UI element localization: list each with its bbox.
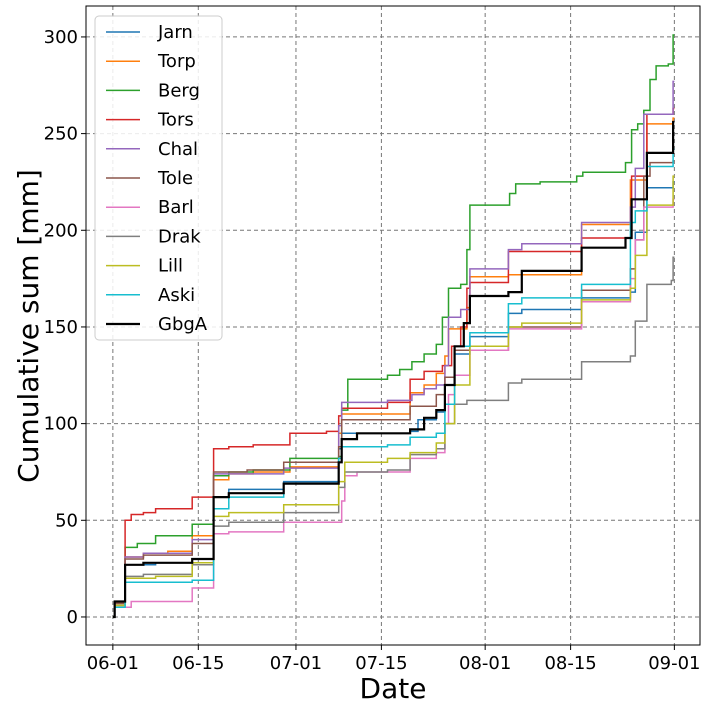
x-tick-label: 08-15 xyxy=(544,653,596,674)
x-tick-label: 07-01 xyxy=(270,653,322,674)
grid xyxy=(86,6,700,645)
series-line-lill xyxy=(112,175,675,618)
legend-label: Tole xyxy=(157,168,193,189)
legend-label: Tors xyxy=(157,110,194,131)
series-line-tors xyxy=(112,107,675,618)
legend-label: Lill xyxy=(158,256,183,277)
x-axis-ticks: 06-01 06-15 07-01 07-15 08-01 08-15 09-01 xyxy=(87,645,701,674)
legend-label: Chal xyxy=(158,139,198,160)
x-tick-label: 07-15 xyxy=(355,653,407,674)
y-tick-label: 100 xyxy=(44,414,78,435)
x-tick-label: 08-01 xyxy=(459,653,511,674)
series-line-aski xyxy=(112,148,675,618)
legend-label: Torp xyxy=(157,51,196,72)
legend-label: Drak xyxy=(158,226,201,247)
x-tick-label: 06-15 xyxy=(172,653,224,674)
series-line-gbga xyxy=(112,120,675,619)
x-tick-label: 09-01 xyxy=(648,653,700,674)
legend-label: Barl xyxy=(158,197,194,218)
series-lines xyxy=(112,34,675,619)
legend: Jarn Torp Berg Tors Chal Tole Barl Drak Lill Aski… xyxy=(94,15,223,341)
series-line-chal xyxy=(112,80,675,618)
y-tick-label: 50 xyxy=(55,510,78,531)
legend-box xyxy=(94,15,223,341)
legend-label: GbgA xyxy=(158,314,208,335)
y-tick-label: 200 xyxy=(44,220,78,241)
plot-frame xyxy=(85,5,701,646)
legend-label: Aski xyxy=(158,285,195,306)
y-tick-label: 300 xyxy=(44,27,78,48)
legend-label: Berg xyxy=(158,80,200,101)
y-axis-ticks: 0 50 100 150 200 250 300 xyxy=(44,27,86,628)
y-tick-label: 0 xyxy=(67,607,78,628)
legend-label: Jarn xyxy=(157,22,193,43)
y-tick-label: 250 xyxy=(44,124,78,145)
y-axis-label: Cumulative sum [mm] xyxy=(12,169,45,483)
x-axis-label: Date xyxy=(360,672,427,704)
x-tick-label: 06-01 xyxy=(87,653,139,674)
y-tick-label: 150 xyxy=(44,317,78,338)
